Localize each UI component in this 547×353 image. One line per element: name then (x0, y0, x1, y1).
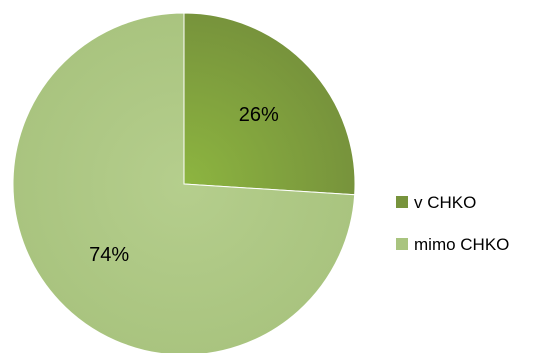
pie-slices (12, 12, 356, 353)
data-label-1: 26% (239, 104, 279, 126)
legend-label-2: mimo CHKO (414, 235, 509, 254)
slice-labels: 26% 74% (89, 104, 279, 266)
legend-swatch-1 (396, 196, 408, 208)
legend-swatch-2 (396, 238, 408, 250)
data-label-2: 74% (89, 244, 129, 266)
legend: v CHKO mimo CHKO (396, 193, 509, 254)
legend-label-1: v CHKO (414, 193, 476, 212)
pie-slice-1 (183, 12, 356, 196)
pie-slice-2 (12, 12, 356, 353)
